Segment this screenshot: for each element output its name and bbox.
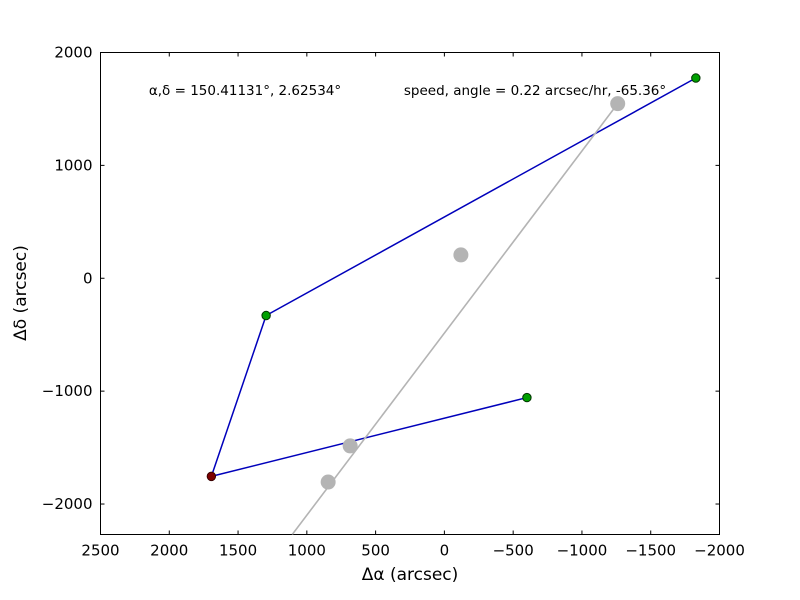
data-point-green-markers [691,73,701,83]
data-point-gray-markers [320,474,336,490]
x-tick-label: 1500 [219,542,257,560]
x-tick-label: 0 [440,542,450,560]
y-tick-label: 0 [83,269,93,287]
y-tick-labels: 2000 1000 0 −1000 −2000 [42,44,93,514]
y-tick-marks [100,52,720,505]
y-tick-label: 2000 [54,44,92,62]
x-tick-label: 1000 [288,542,326,560]
x-axis-title: Δα (arcsec) [362,565,459,585]
series-line-gray-track [291,103,619,535]
data-point-green-markers [522,392,532,403]
axes-frame [100,52,720,535]
y-axis-title: Δδ (arcsec) [11,245,31,341]
data-point-gray-markers [453,247,469,263]
y-tick-label: −2000 [42,495,93,513]
x-tick-labels: 2500 2000 1500 1000 500 0 −500 −1000 −1500 −2000 [81,542,744,560]
data-point-green-markers [261,310,271,321]
y-tick-label: 1000 [54,156,92,174]
x-tick-marks [100,52,720,535]
x-tick-label: −500 [493,542,534,560]
x-tick-label: 2500 [81,542,119,560]
data-point-gray-markers [610,96,626,112]
x-tick-label: 2000 [150,542,188,560]
data-layer [206,73,701,535]
data-point-red-marker [206,471,217,482]
x-tick-label: −1000 [557,542,608,560]
data-point-gray-markers [342,438,358,454]
series-line-blue-track-lower [211,396,528,478]
x-tick-label: −1500 [625,542,676,560]
motion-annotation: speed, angle = 0.22 arcsec/hr, -65.36° [404,83,666,99]
y-tick-label: −1000 [42,382,93,400]
coordinates-annotation: α,δ = 150.41131°, 2.62534° [149,83,341,99]
x-tick-label: 500 [361,542,390,560]
x-tick-label: −2000 [694,542,745,560]
